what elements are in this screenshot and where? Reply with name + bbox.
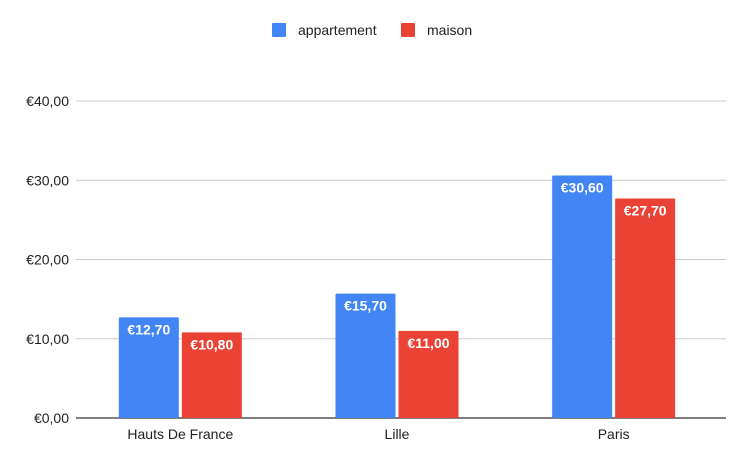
bar-appartement-paris — [552, 175, 613, 418]
x-tick-label: Paris — [598, 426, 630, 442]
data-label: €15,70 — [344, 298, 387, 314]
legend-label: appartement — [298, 22, 377, 38]
legend-label: maison — [427, 22, 472, 38]
x-axis: Hauts De France Lille Paris — [127, 426, 629, 442]
x-tick-label: Lille — [385, 426, 410, 442]
y-tick-label: €20,00 — [26, 252, 69, 268]
legend-item-maison[interactable]: maison — [401, 22, 472, 38]
y-tick-label: €10,00 — [26, 331, 69, 347]
data-label: €27,70 — [624, 202, 667, 218]
data-label: €30,60 — [561, 179, 604, 195]
data-label: €12,70 — [127, 321, 170, 337]
y-tick-label: €40,00 — [26, 93, 69, 109]
bar-appartement-lille — [335, 293, 396, 418]
x-tick-label: Hauts De France — [127, 426, 233, 442]
y-tick-label: €30,00 — [26, 172, 69, 188]
data-label: €11,00 — [407, 335, 449, 351]
y-axis: €0,00 €10,00 €20,00 €30,00 €40,00 — [26, 93, 69, 426]
bar-maison-lille — [398, 330, 459, 418]
legend-item-appartement[interactable]: appartement — [272, 22, 377, 38]
bar-maison-hauts-de-france — [181, 332, 242, 418]
data-label: €10,80 — [190, 336, 233, 352]
bars: €12,70 €10,80 €15,70 €11,00 €30,60 €27,70 — [118, 175, 676, 418]
legend: appartement maison — [272, 22, 472, 38]
bar-maison-paris — [615, 198, 676, 418]
legend-swatch — [401, 23, 415, 37]
legend-swatch — [272, 23, 286, 37]
bar-appartement-hauts-de-france — [118, 317, 179, 418]
y-tick-label: €0,00 — [34, 410, 69, 426]
